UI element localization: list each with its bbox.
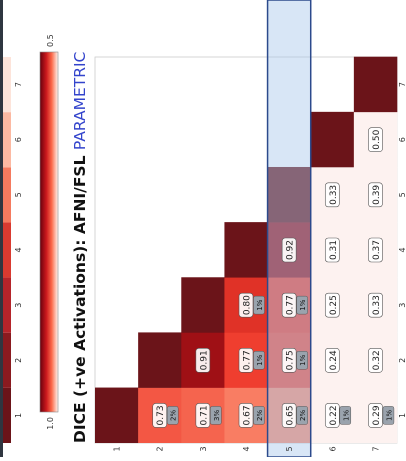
cell-value-label: 0.33 [372,295,382,315]
row-tick-label: 3 [199,446,208,451]
cell-value-label: 0.37 [372,240,382,260]
top-strip-cell [3,112,11,167]
cell-value-label: 0.91 [199,350,209,370]
chart-title-prefix: DICE (+ve Activations): AFNI/FSL [71,150,89,443]
top-panel-edge [0,0,3,457]
top-strip-cell [3,388,11,443]
cell-value-label: 0.77 [243,350,253,370]
percent-badge: 1% [385,410,393,421]
heatmap-cell [138,332,181,387]
top-strip-label: 5 [14,192,23,197]
colorbar-min-label: 0.5 [46,34,55,47]
top-strip-cell [3,57,11,112]
cell-value-label: 0.31 [329,240,339,260]
percent-badge: 1% [342,410,350,421]
heatmap-cell [95,388,138,443]
cell-value-label: 0.75 [286,350,296,370]
heatmap-cell [224,222,267,277]
cell-value-label: 0.25 [329,295,339,315]
percent-badge: 1% [299,299,307,310]
top-strip-cell [3,167,11,222]
top-strip-label: 1 [14,413,23,418]
cell-value-label: 0.77 [286,295,296,315]
row-tick-label: 7 [371,446,380,451]
row-tick-label: 5 [285,446,294,451]
percent-badge: 2% [299,410,307,421]
cell-value-label: 0.24 [329,350,339,370]
cell-value-label: 0.32 [372,350,382,370]
cell-value-label: 0.80 [243,295,253,315]
chart-title-method: PARAMETRIC [71,52,89,151]
top-strip-cell [3,278,11,333]
row-tick-label: 6 [328,446,337,451]
cell-value-label: 0.71 [199,405,209,425]
cell-value-label: 0.67 [243,405,253,425]
cell-value-label: 0.22 [329,405,339,425]
top-strip-label: 3 [14,303,23,308]
cell-value-label: 0.92 [286,240,296,260]
percent-badge: 1% [256,299,264,310]
row-tick-label: 1 [113,446,122,451]
percent-badge: 1% [299,354,307,365]
highlighted-row [268,0,311,457]
top-strip-label: 6 [14,137,23,142]
column-tick-label: 5 [398,192,406,197]
column-tick-label: 3 [398,303,406,308]
heatmap-cell [354,57,397,112]
top-strip-cell [3,333,11,388]
colorbar-max-label: 1.0 [46,417,55,430]
cell-value-label: 0.50 [372,129,382,149]
row-tick-label: 4 [242,446,251,451]
top-strip-label: 2 [14,358,23,363]
column-tick-label: 7 [398,82,406,87]
column-tick-label: 6 [398,137,406,142]
column-tick-label: 2 [398,358,406,363]
top-strip-cell [3,222,11,277]
percent-badge: 2% [256,410,264,421]
cell-value-label: 0.73 [156,405,166,425]
chart-title: DICE (+ve Activations): AFNI/FSL PARAMET… [71,52,89,443]
percent-badge: 3% [213,410,221,421]
heatmap-cell [181,277,224,332]
percent-badge: 2% [170,410,178,421]
cell-value-label: 0.65 [286,405,296,425]
top-strip-label: 7 [14,82,23,87]
column-tick-label: 1 [398,413,406,418]
percent-badge: 1% [256,354,264,365]
heatmap-cell [311,112,354,167]
colorbar [40,52,58,412]
column-tick-label: 4 [398,247,406,252]
cell-value-label: 0.39 [372,185,382,205]
top-strip-label: 4 [14,247,23,252]
cell-value-label: 0.29 [372,405,382,425]
row-tick-label: 2 [156,446,165,451]
cell-value-label: 0.33 [329,185,339,205]
